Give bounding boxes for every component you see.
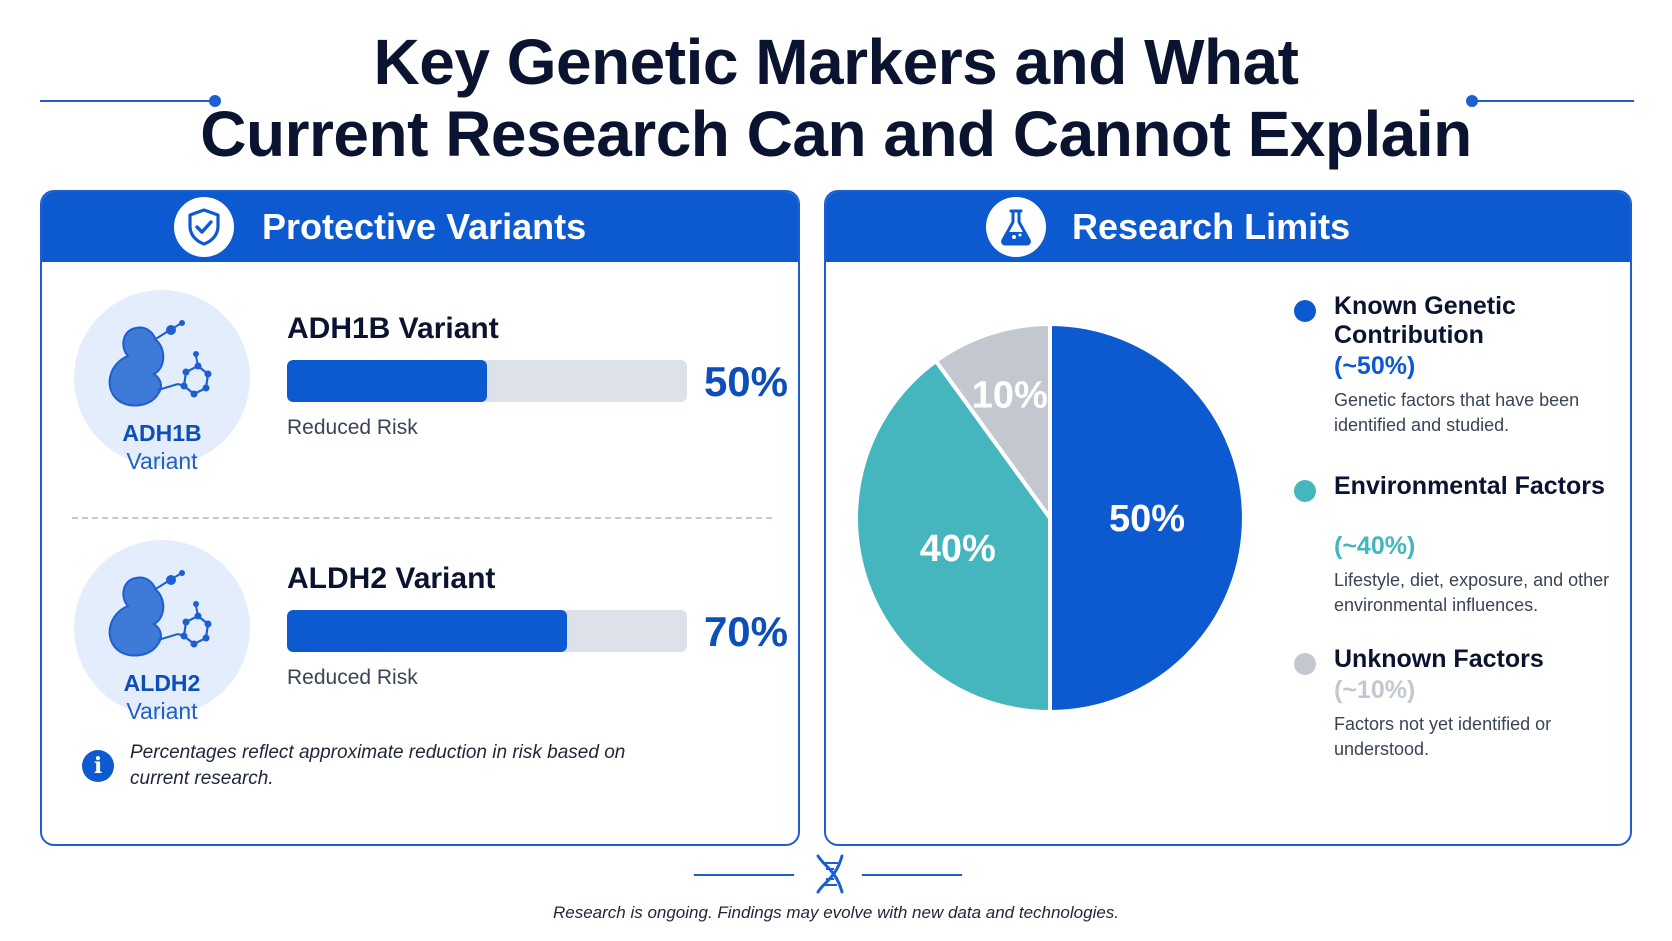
- pie-slice-environmental: [856, 358, 1052, 715]
- legend-percent: (~10%): [1334, 676, 1416, 704]
- shield-check-icon: [174, 197, 234, 257]
- legend-percent: (~40%): [1334, 532, 1416, 560]
- page-title: Key Genetic Markers and What Current Res…: [0, 26, 1672, 170]
- pie-data-label: 40%: [920, 528, 996, 570]
- legend-description: Factors not yet identified or understood…: [1334, 714, 1552, 759]
- footer-divider-left: [694, 874, 794, 876]
- research-limits-panel: Research Limits 50% 40% 10% Known Genetic …: [824, 190, 1632, 846]
- title-line-2: Current Research Can and Cannot Explain: [200, 98, 1472, 170]
- footer-divider-right: [862, 874, 962, 876]
- research-limits-pie-chart: 50% 40% 10%: [856, 321, 1246, 715]
- variant-icon-name: ALDH2: [123, 670, 201, 696]
- variant-icon-name: ADH1B: [122, 420, 202, 446]
- footnote-text: Percentages reflect approximate reductio…: [130, 742, 626, 789]
- variant-title: ADH1B Variant: [287, 312, 499, 345]
- protective-variants-title: Protective Variants: [262, 206, 587, 247]
- variant-icon-sub: Variant: [126, 698, 198, 724]
- legend-label: Environmental Factors: [1334, 472, 1605, 500]
- variant-row-aldh2: ALDH2 Variant ALDH2 Variant 70% Reduced …: [42, 540, 798, 770]
- title-divider-left: [40, 100, 215, 102]
- risk-percent-label: 70%: [703, 608, 788, 655]
- legend-description: Lifestyle, diet, exposure, and other env…: [1334, 570, 1610, 615]
- risk-bar-fill-aldh2: [287, 610, 567, 652]
- pie-data-label: 10%: [972, 374, 1048, 416]
- legend-label: Unknown Factors: [1334, 645, 1544, 673]
- research-limits-header: Research Limits: [826, 192, 1630, 262]
- protective-variants-header: Protective Variants: [42, 192, 798, 262]
- legend-swatch: [1294, 653, 1316, 675]
- pie-slice-unknown: [933, 321, 1052, 525]
- research-limits-title: Research Limits: [1072, 206, 1351, 247]
- title-divider-dot-left: [209, 95, 221, 107]
- protective-variants-panel: Protective Variants: [40, 190, 800, 846]
- risk-bar-track: [287, 610, 687, 652]
- risk-caption: Reduced Risk: [287, 416, 418, 439]
- title-line-1: Key Genetic Markers and What: [373, 26, 1299, 98]
- dna-icon: [810, 852, 850, 901]
- pie-slice-genetic: [1048, 321, 1246, 715]
- info-icon: i: [82, 750, 114, 782]
- molecule-icon: [74, 540, 250, 716]
- pie-data-label: 50%: [1109, 498, 1185, 540]
- legend-label: Known Genetic Contribution: [1334, 292, 1516, 349]
- legend-description: Genetic factors that have been identifie…: [1334, 390, 1580, 435]
- variant-divider: [72, 517, 772, 519]
- flask-icon: [986, 197, 1046, 257]
- variant-icon-sub: Variant: [126, 448, 198, 474]
- risk-percent-label: 50%: [703, 358, 788, 405]
- risk-bar-track: [287, 360, 687, 402]
- risk-bar-fill-adh1b: [287, 360, 487, 402]
- title-divider-dot-right: [1466, 95, 1478, 107]
- title-divider-right: [1472, 100, 1634, 102]
- legend-swatch: [1294, 480, 1316, 502]
- molecule-icon: [74, 290, 250, 466]
- footer-text: Research is ongoing. Findings may evolve…: [552, 903, 1120, 922]
- risk-caption: Reduced Risk: [287, 666, 418, 689]
- legend-swatch: [1294, 300, 1316, 322]
- variant-row-adh1b: ADH1B Variant ADH1B Variant 50% Reduced …: [42, 290, 798, 520]
- legend-percent: (~50%): [1334, 352, 1416, 380]
- variant-title: ALDH2 Variant: [287, 562, 496, 595]
